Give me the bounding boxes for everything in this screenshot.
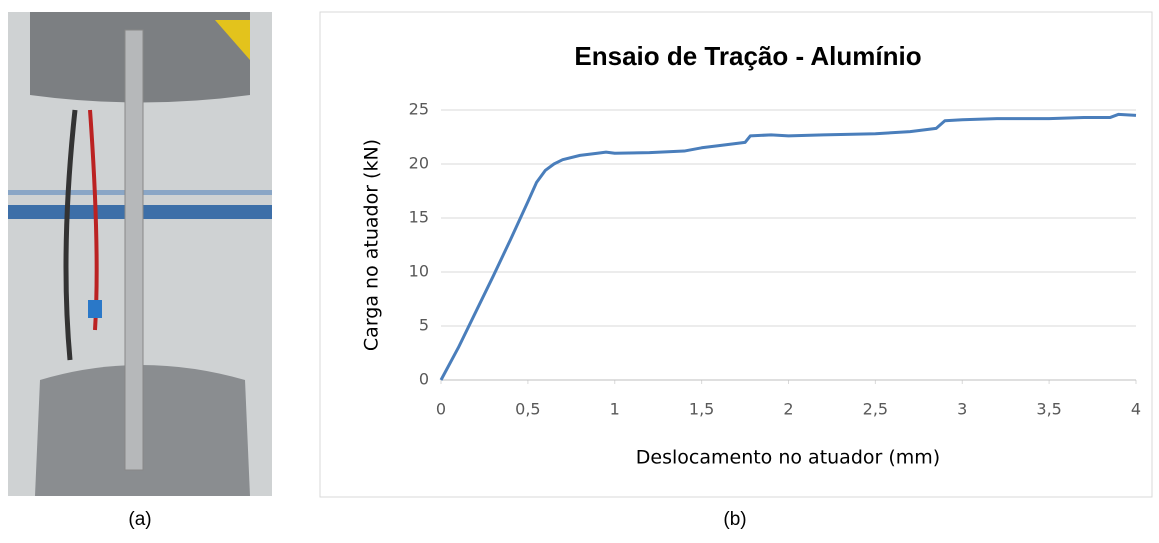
x-tick-label: 3 xyxy=(957,400,967,419)
x-axis-label: Deslocamento no atuador (mm) xyxy=(636,447,940,469)
photo xyxy=(8,12,272,496)
x-tick-label: 2,5 xyxy=(863,400,888,419)
x-tick-label: 4 xyxy=(1131,400,1141,419)
y-tick-label: 20 xyxy=(409,154,429,173)
y-tick-label: 5 xyxy=(419,316,429,335)
chart-title: Ensaio de Tração - Alumínio xyxy=(574,41,921,71)
caption: (b) xyxy=(723,509,746,530)
y-tick-label: 15 xyxy=(409,208,429,227)
y-tick-label: 25 xyxy=(409,100,429,119)
y-tick-label: 10 xyxy=(409,262,429,281)
figure: Ensaio de Tração - Alumínio Deslocamento… xyxy=(0,0,1159,543)
x-tick-label: 3,5 xyxy=(1036,400,1061,419)
page: {"chart_data": {"type": "line", "title":… xyxy=(0,0,1159,543)
x-tick-label: 1 xyxy=(610,400,620,419)
x-tick-label: 0 xyxy=(436,400,446,419)
connector xyxy=(88,300,102,318)
caption: (a) xyxy=(128,509,151,530)
x-tick-label: 1,5 xyxy=(689,400,714,419)
y-axis-label: Carga no atuador (kN) xyxy=(361,139,383,351)
x-tick-label: 0,5 xyxy=(515,400,540,419)
specimen xyxy=(125,30,143,470)
y-tick-label: 0 xyxy=(419,370,429,389)
chart-frame xyxy=(320,12,1152,497)
x-tick-label: 2 xyxy=(783,400,793,419)
